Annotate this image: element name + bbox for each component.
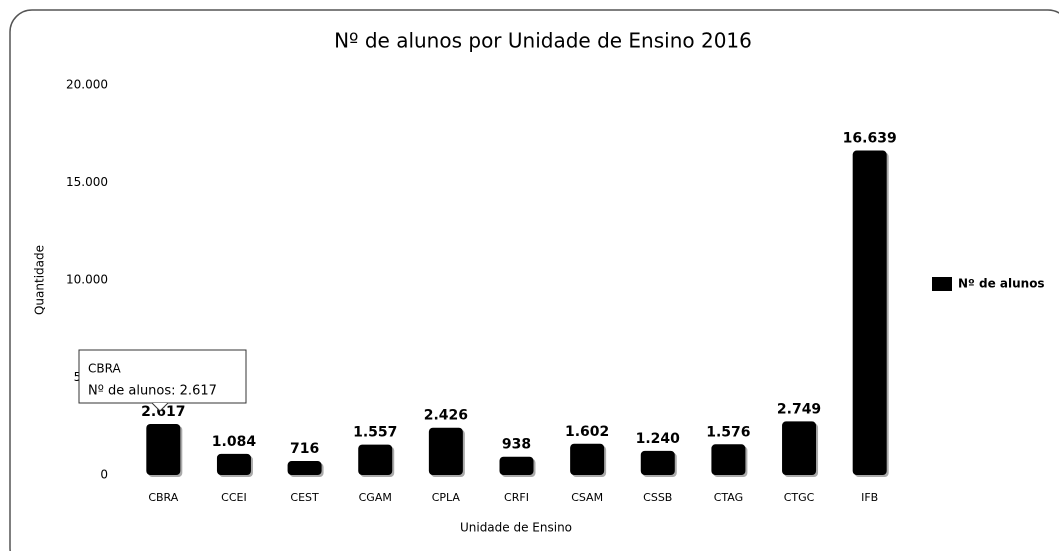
x-tick-label: CTGC bbox=[784, 491, 815, 504]
chart-frame bbox=[9, 9, 1059, 551]
x-axis-label: Unidade de Ensino bbox=[460, 521, 572, 535]
y-axis-label: Quantidade bbox=[33, 245, 47, 315]
tooltip-box bbox=[78, 349, 247, 404]
y-tick-label: 10.000 bbox=[66, 273, 108, 287]
x-tick-label: CBRA bbox=[148, 491, 178, 504]
x-tick-label: CGAM bbox=[359, 491, 392, 504]
bar bbox=[428, 427, 463, 475]
x-tick-label: CRFI bbox=[504, 491, 529, 504]
x-tick-label: CSSB bbox=[643, 491, 672, 504]
y-tick-label: 15.000 bbox=[66, 175, 108, 189]
y-tick-label: 0 bbox=[100, 468, 108, 482]
value-label: 16.639 bbox=[843, 131, 897, 147]
x-tick-label: CCEI bbox=[221, 491, 247, 504]
value-label: 1.576 bbox=[706, 424, 750, 440]
value-label: 1.240 bbox=[636, 431, 681, 447]
x-tick-label: CEST bbox=[290, 491, 319, 504]
bar bbox=[640, 450, 675, 475]
bar bbox=[711, 444, 746, 475]
x-tick-label: CPLA bbox=[432, 491, 461, 504]
bar bbox=[146, 423, 181, 475]
x-tick-label: CTAG bbox=[714, 491, 743, 504]
bar bbox=[852, 150, 887, 476]
bar bbox=[216, 453, 251, 475]
bar bbox=[358, 444, 393, 475]
legend-label: Nº de alunos bbox=[958, 277, 1045, 291]
bar bbox=[570, 443, 605, 475]
x-tick-label: IFB bbox=[861, 491, 878, 504]
tooltip-pointer bbox=[151, 402, 169, 412]
value-label: 2.749 bbox=[777, 401, 821, 417]
y-tick-label: 20.000 bbox=[66, 78, 108, 92]
value-label: 938 bbox=[502, 437, 531, 453]
x-tick-label: CSAM bbox=[571, 491, 603, 504]
bar bbox=[287, 461, 322, 475]
legend-swatch bbox=[932, 277, 952, 291]
chart-title: Nº de alunos por Unidade de Ensino 2016 bbox=[334, 29, 752, 53]
bar bbox=[499, 456, 534, 475]
tooltip-body: Nº de alunos: 2.617 bbox=[88, 384, 217, 399]
bar bbox=[782, 421, 817, 475]
value-label: 2.426 bbox=[424, 408, 468, 424]
value-label: 1.602 bbox=[565, 424, 609, 440]
tooltip-title: CBRA bbox=[88, 362, 121, 376]
value-label: 1.084 bbox=[212, 434, 257, 450]
value-label: 716 bbox=[290, 441, 319, 457]
value-label: 2.617 bbox=[141, 404, 185, 420]
value-label: 1.557 bbox=[353, 425, 397, 441]
